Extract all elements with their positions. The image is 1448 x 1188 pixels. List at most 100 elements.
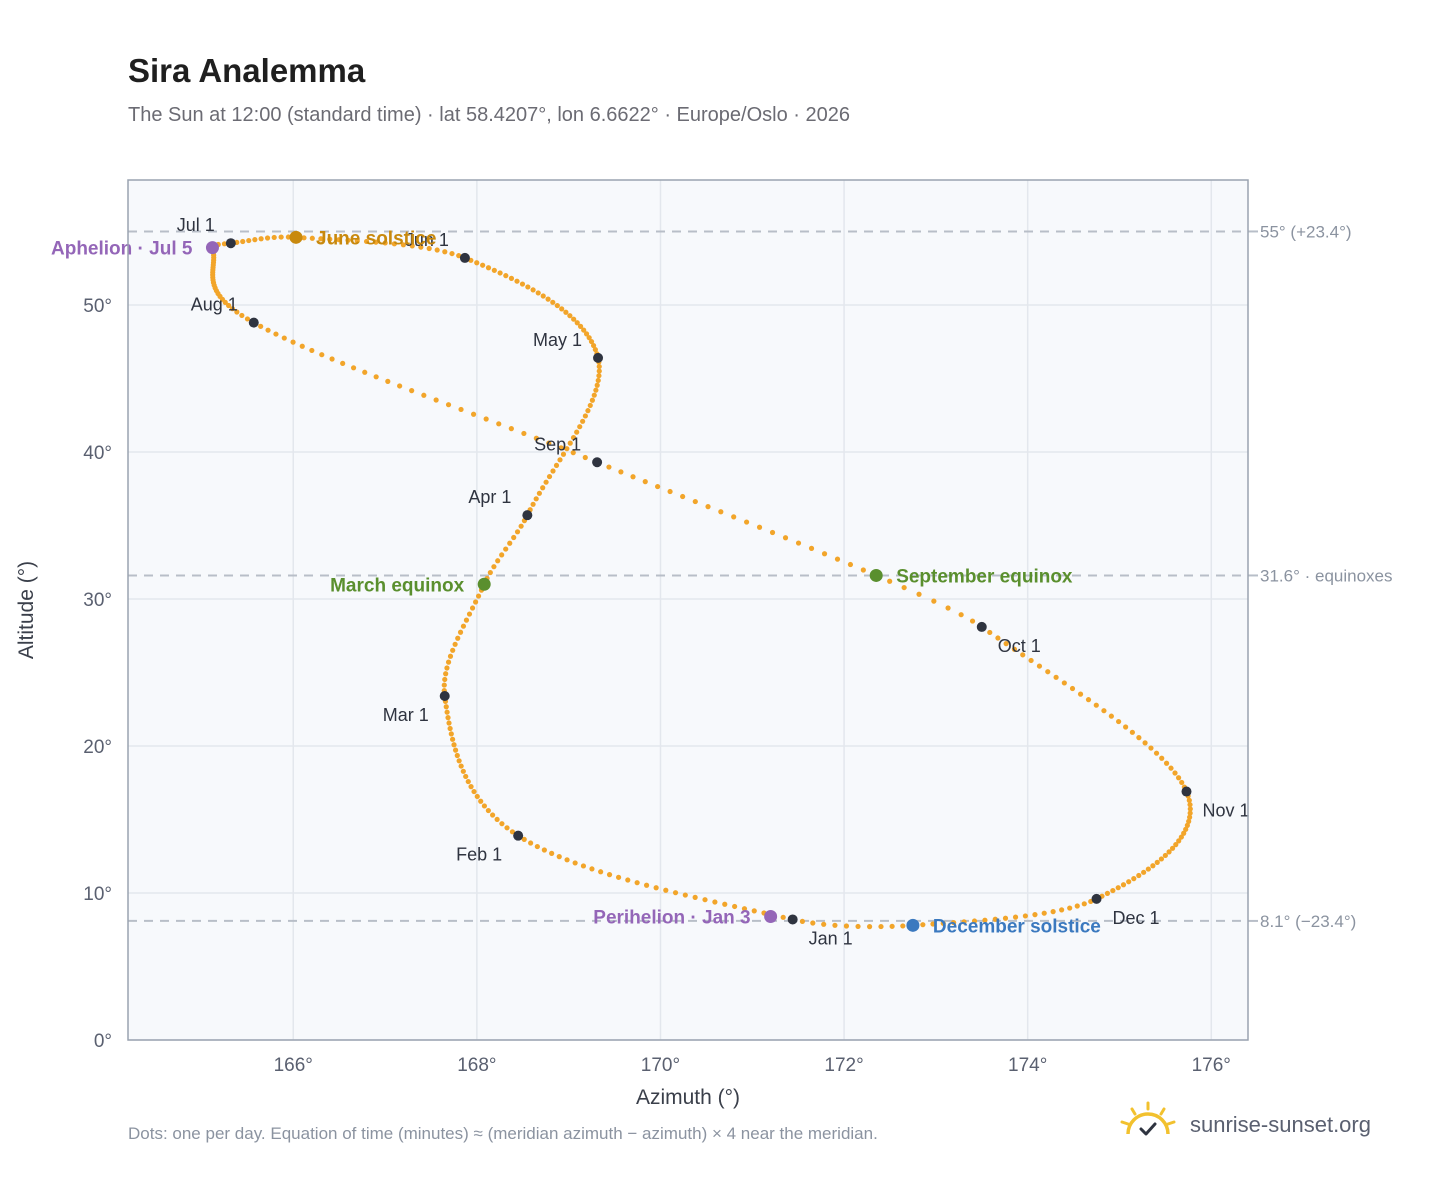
daily-position-dot — [354, 238, 360, 244]
reference-lines: 55° (+23.4°) 31.6° · equinoxes 8.1° (−23.4… — [128, 222, 1393, 931]
page-subtitle: The Sun at 12:00 (standard time) · lat 5… — [128, 104, 850, 126]
daily-position-dot — [503, 546, 509, 552]
daily-position-dot — [1011, 646, 1018, 652]
daily-position-dot — [1186, 797, 1192, 803]
daily-position-dot — [454, 752, 460, 759]
month-label: Jan 1 — [809, 928, 853, 948]
y-tick-label: 0° — [94, 1031, 112, 1052]
daily-position-dot — [1061, 680, 1067, 686]
daily-position-dot — [545, 296, 551, 302]
daily-position-dot — [866, 924, 873, 930]
daily-position-dot — [702, 897, 708, 903]
daily-position-dot — [564, 446, 570, 452]
daily-position-dot — [692, 498, 698, 505]
daily-position-dot — [581, 327, 587, 333]
daily-position-dot — [373, 374, 379, 380]
daily-position-dot — [1179, 779, 1185, 786]
month-marker — [439, 691, 450, 701]
daily-position-dot — [450, 647, 456, 653]
daily-position-dot — [1032, 912, 1038, 918]
daily-position-dot — [491, 564, 497, 570]
daily-position-dot — [606, 464, 612, 470]
month-label: Jun 1 — [405, 230, 449, 250]
daily-position-dot — [556, 854, 562, 860]
daily-position-dot — [1148, 745, 1154, 751]
daily-position-dot — [472, 599, 479, 605]
daily-position-dot — [541, 847, 547, 853]
daily-position-dot — [222, 299, 228, 305]
daily-position-dot — [596, 363, 602, 370]
daily-position-dot — [518, 523, 524, 529]
daily-position-dot — [591, 392, 597, 398]
daily-position-dot — [508, 275, 515, 281]
daily-position-dot — [1012, 914, 1019, 920]
daily-position-dot — [494, 816, 500, 823]
daily-position-dot — [400, 242, 406, 248]
daily-position-dot — [1085, 697, 1092, 703]
reference-line-label: 31.6° · equinoxes — [1260, 566, 1393, 585]
daily-position-dot — [446, 720, 452, 726]
brand-logo[interactable]: sunrise-sunset.org — [1120, 1100, 1400, 1148]
daily-position-dot — [485, 807, 491, 814]
event-markers: June solstice Aphelion · Jul 5 March equin… — [51, 228, 1101, 937]
daily-position-dot — [615, 874, 622, 880]
daily-position-dot — [442, 249, 448, 255]
daily-position-dot — [491, 267, 497, 273]
event-marker — [477, 577, 491, 591]
daily-position-dot — [278, 234, 284, 240]
daily-position-dot — [855, 923, 861, 930]
daily-position-dot — [457, 629, 464, 635]
daily-position-dot — [634, 880, 640, 886]
daily-position-dot — [901, 584, 907, 591]
daily-position-dot — [570, 450, 576, 456]
plot-area — [128, 180, 1248, 1040]
month-marker — [513, 830, 524, 841]
daily-position-dot — [385, 378, 391, 384]
daily-position-dot — [229, 306, 236, 312]
month-marker — [592, 457, 603, 468]
daily-position-dot — [574, 320, 580, 326]
daily-position-dot — [557, 457, 563, 463]
daily-position-dot — [718, 509, 724, 515]
daily-position-dot — [463, 773, 469, 780]
daily-position-dot — [586, 335, 592, 341]
daily-position-dot — [732, 903, 738, 910]
daily-position-dot — [588, 338, 595, 345]
daily-position-dot — [447, 725, 453, 732]
daily-position-dot — [559, 306, 565, 312]
daily-position-dot — [931, 598, 937, 604]
daily-position-dot — [475, 593, 482, 599]
daily-position-dot — [860, 567, 866, 573]
daily-position-dot — [443, 671, 449, 677]
daily-position-dot — [653, 885, 659, 891]
daily-position-dot — [1028, 657, 1034, 664]
daily-position-dot — [705, 504, 711, 510]
daily-position-dot — [533, 435, 539, 441]
daily-position-dot — [567, 440, 573, 446]
month-label: May 1 — [533, 330, 582, 350]
daily-position-dot — [571, 316, 577, 322]
daily-position-dot — [445, 402, 452, 408]
daily-position-dot — [444, 709, 450, 715]
daily-position-dot — [521, 836, 527, 842]
daily-position-dot — [1050, 909, 1056, 915]
daily-position-dot — [382, 240, 388, 246]
y-axis-label: Altitude (°) — [15, 561, 38, 659]
daily-position-dot — [1176, 838, 1182, 844]
daily-position-dot — [290, 339, 296, 345]
daily-position-dot — [1093, 702, 1099, 708]
daily-position-dot — [327, 236, 333, 242]
month-marker — [976, 621, 987, 632]
daily-position-dot — [630, 474, 636, 480]
daily-position-dot — [418, 244, 424, 250]
daily-position-dot — [433, 397, 439, 403]
daily-position-dot — [448, 731, 454, 737]
daily-position-dot — [246, 237, 252, 244]
daily-position-dot — [799, 918, 806, 925]
daily-position-dot — [1116, 718, 1122, 725]
daily-position-dot — [563, 309, 569, 315]
daily-position-dot — [530, 287, 536, 293]
daily-position-dot — [589, 866, 595, 872]
daily-position-dot — [258, 323, 264, 329]
